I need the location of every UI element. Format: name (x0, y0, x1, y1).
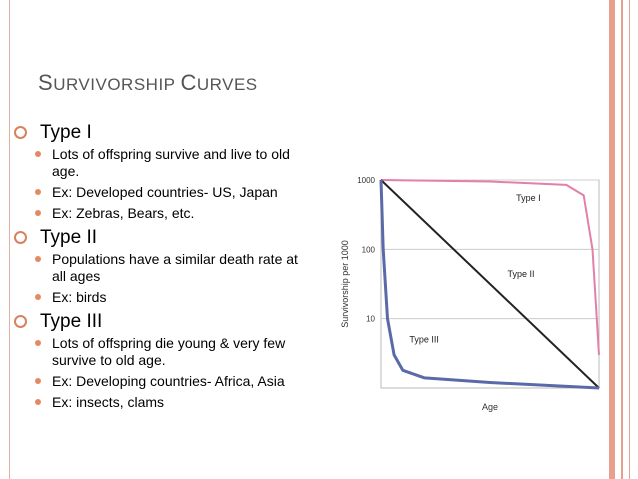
left-border-line (9, 0, 10, 479)
series-label: Type III (409, 335, 439, 345)
title-initial: S (38, 70, 54, 95)
dot-bullet-icon (35, 340, 41, 346)
title-word-rest: URVIVORSHIP (53, 75, 176, 94)
right-decor-line (621, 0, 623, 479)
sub-bullet: Lots of offspring survive and live to ol… (14, 146, 314, 180)
bullet-label: Type I (40, 122, 92, 143)
dot-bullet-icon (35, 399, 41, 405)
bullet-list: Type I Lots of offspring survive and liv… (14, 121, 314, 415)
dot-bullet-icon (35, 189, 41, 195)
y-tick-label: 100 (362, 245, 376, 254)
sub-bullet-text: Ex: Developing countries- Africa, Asia (52, 373, 285, 389)
title-initial: C (180, 70, 197, 95)
dot-bullet-icon (35, 256, 41, 262)
right-decor-line-thin (629, 0, 630, 479)
right-decor-band (609, 0, 615, 479)
sub-bullet: Ex: Developing countries- Africa, Asia (14, 373, 314, 390)
bullet-type-1: Type I (14, 121, 314, 144)
bullet-type-3: Type III (14, 310, 314, 333)
dot-bullet-icon (35, 294, 41, 300)
dot-bullet-icon (35, 378, 41, 384)
sub-bullet: Ex: Zebras, Bears, etc. (14, 205, 314, 222)
survivorship-chart: 1000 100 10 Age Survivorship per 1000 Type I T… (340, 176, 600, 412)
title-word-rest: URVES (196, 75, 258, 94)
sub-bullet-text: Ex: Developed countries- US, Japan (52, 184, 278, 200)
ring-bullet-icon (14, 126, 27, 139)
series-line-type-3 (379, 179, 600, 390)
dot-bullet-icon (35, 151, 41, 157)
y-tick-label: 10 (366, 315, 375, 324)
dot-bullet-icon (35, 210, 41, 216)
ring-bullet-icon (14, 315, 27, 328)
series-line-type-2 (380, 179, 600, 389)
y-tick-label: 1000 (357, 176, 375, 185)
bullet-label: Type II (40, 227, 98, 248)
sub-bullet: Populations have a similar death rate at… (14, 251, 314, 285)
sub-bullet: Ex: birds (14, 289, 314, 306)
sub-bullet-text: Ex: birds (52, 289, 107, 305)
series-line-type-1 (380, 179, 600, 355)
series-label: Type II (507, 269, 534, 279)
bullet-label: Type III (40, 311, 103, 332)
sub-bullet: Ex: Developed countries- US, Japan (14, 184, 314, 201)
slide-title: SURVIVORSHIP CURVES (38, 70, 258, 96)
x-axis-label: Age (482, 402, 498, 412)
sub-bullet-text: Ex: insects, clams (52, 394, 165, 410)
sub-bullet-text: Populations have a similar death rate at… (52, 251, 298, 284)
series-label: Type I (516, 193, 541, 203)
y-axis-label: Survivorship per 1000 (340, 240, 350, 328)
sub-bullet-text: Ex: Zebras, Bears, etc. (52, 205, 195, 221)
bullet-type-2: Type II (14, 226, 314, 249)
sub-bullet-text: Lots of offspring die young & very few s… (52, 335, 286, 368)
sub-bullet-text: Lots of offspring survive and live to ol… (52, 146, 290, 179)
ring-bullet-icon (14, 231, 27, 244)
sub-bullet: Lots of offspring die young & very few s… (14, 335, 314, 369)
sub-bullet: Ex: insects, clams (14, 394, 314, 411)
